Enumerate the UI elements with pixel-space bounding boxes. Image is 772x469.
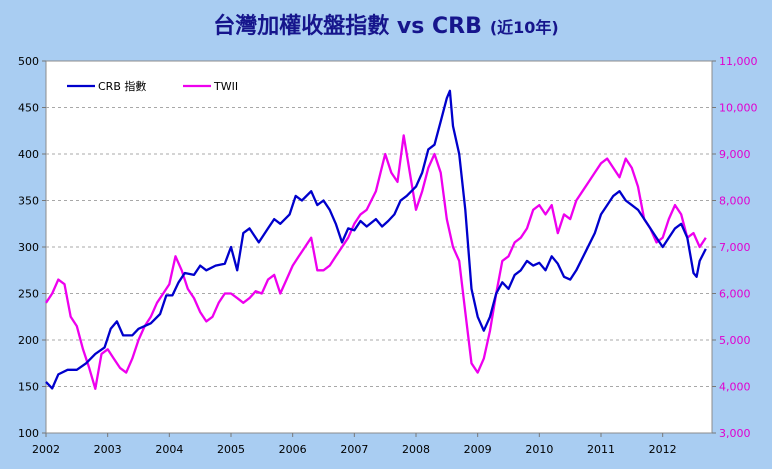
y-left-tick-label: 200 [18, 334, 39, 347]
y-right-tick-label: 4,000 [719, 381, 751, 394]
x-tick-label: 2002 [32, 443, 60, 456]
y-right-tick-label: 10,000 [719, 102, 758, 115]
y-left-tick-label: 250 [18, 288, 39, 301]
legend-label: TWII [213, 80, 238, 93]
x-tick-label: 2012 [649, 443, 677, 456]
x-tick-label: 2005 [217, 443, 245, 456]
y-left-tick-label: 500 [18, 55, 39, 68]
series-line-crb [45, 89, 707, 390]
legend-label: CRB 指數 [98, 79, 146, 93]
y-right-tick-label: 6,000 [719, 288, 751, 301]
y-left-tick-label: 400 [18, 148, 39, 161]
series-line-twii [45, 134, 707, 390]
chart-title-text: 台灣加權收盤指數 vs CRB [213, 14, 482, 39]
x-tick-label: 2008 [402, 443, 430, 456]
y-left-tick-label: 350 [18, 195, 39, 208]
x-tick-label: 2003 [94, 443, 122, 456]
y-right-tick-label: 5,000 [719, 334, 751, 347]
chart-subtitle: (近10年) [489, 18, 559, 37]
x-tick-label: 2010 [525, 443, 553, 456]
chart-title: 台灣加權收盤指數 vs CRB (近10年) [0, 8, 772, 40]
y-left-tick-label: 100 [18, 427, 39, 440]
x-tick-label: 2009 [464, 443, 492, 456]
x-tick-label: 2011 [587, 443, 615, 456]
y-left-tick-label: 300 [18, 241, 39, 254]
y-right-tick-label: 8,000 [719, 195, 751, 208]
y-left-tick-label: 450 [18, 102, 39, 115]
x-tick-label: 2007 [340, 443, 368, 456]
y-left-tick-label: 150 [18, 381, 39, 394]
x-tick-label: 2004 [155, 443, 183, 456]
y-right-tick-label: 9,000 [719, 148, 751, 161]
x-tick-label: 2006 [279, 443, 307, 456]
y-right-tick-label: 7,000 [719, 241, 751, 254]
y-right-tick-label: 11,000 [719, 55, 758, 68]
y-right-tick-label: 3,000 [719, 427, 751, 440]
